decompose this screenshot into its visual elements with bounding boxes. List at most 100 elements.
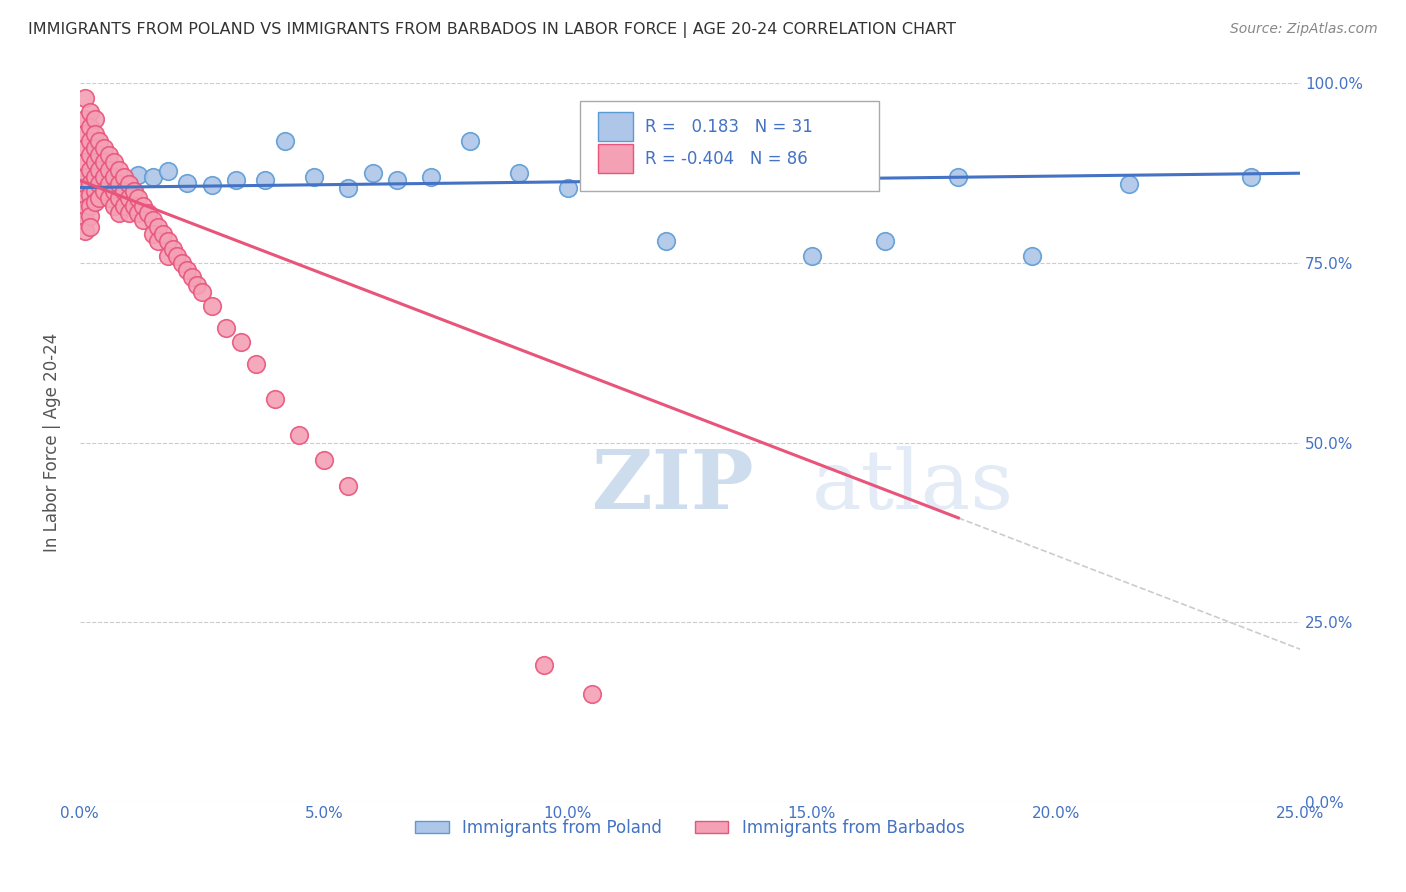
- Legend: Immigrants from Poland, Immigrants from Barbados: Immigrants from Poland, Immigrants from …: [409, 813, 972, 844]
- Point: [73, 213, 96, 227]
- Point: [127, 205, 149, 219]
- Point: [79, 177, 101, 191]
- Point: [79, 162, 101, 177]
- Point: [89, 148, 111, 162]
- Point: [156, 249, 179, 263]
- Point: [385, 173, 408, 187]
- Point: [93, 184, 115, 198]
- Point: [146, 220, 169, 235]
- Point: [312, 453, 335, 467]
- Text: R =   0.183   N = 31: R = 0.183 N = 31: [645, 118, 813, 136]
- Point: [176, 176, 198, 190]
- Point: [274, 134, 297, 148]
- Point: [73, 141, 96, 155]
- Point: [337, 180, 360, 194]
- Point: [108, 191, 131, 205]
- Point: [98, 177, 121, 191]
- Point: [176, 263, 198, 277]
- Point: [108, 177, 131, 191]
- Point: [98, 191, 121, 205]
- Point: [73, 202, 96, 216]
- Point: [73, 169, 96, 184]
- Point: [103, 198, 125, 212]
- Point: [508, 166, 530, 180]
- Point: [83, 141, 105, 155]
- Bar: [599, 112, 633, 141]
- Point: [142, 227, 165, 242]
- Point: [98, 148, 121, 162]
- Point: [162, 242, 184, 256]
- Point: [156, 164, 179, 178]
- Point: [89, 134, 111, 148]
- Point: [156, 235, 179, 249]
- Point: [420, 169, 443, 184]
- Point: [79, 169, 101, 184]
- Y-axis label: In Labor Force | Age 20-24: In Labor Force | Age 20-24: [44, 333, 60, 552]
- Point: [654, 235, 676, 249]
- Point: [337, 478, 360, 492]
- Point: [201, 178, 224, 193]
- Point: [225, 173, 247, 187]
- Point: [83, 173, 105, 187]
- Text: atlas: atlas: [811, 446, 1014, 525]
- Point: [73, 127, 96, 141]
- Point: [1118, 177, 1140, 191]
- Point: [254, 173, 277, 187]
- Point: [288, 428, 311, 442]
- Point: [581, 687, 603, 701]
- Point: [83, 169, 105, 184]
- Point: [191, 285, 214, 299]
- Point: [103, 169, 125, 184]
- Text: R = -0.404   N = 86: R = -0.404 N = 86: [645, 150, 807, 168]
- Point: [79, 220, 101, 235]
- Point: [93, 166, 115, 180]
- Point: [79, 148, 101, 162]
- Point: [132, 213, 155, 227]
- Point: [79, 105, 101, 120]
- Point: [172, 256, 194, 270]
- Point: [245, 357, 267, 371]
- Point: [1021, 249, 1043, 263]
- Point: [73, 91, 96, 105]
- Point: [83, 155, 105, 169]
- Point: [89, 177, 111, 191]
- Point: [79, 209, 101, 223]
- Point: [727, 173, 749, 187]
- Point: [142, 169, 165, 184]
- Point: [118, 178, 141, 193]
- Point: [127, 169, 149, 183]
- Point: [73, 180, 96, 194]
- Point: [73, 112, 96, 127]
- Point: [79, 134, 101, 148]
- Point: [79, 120, 101, 134]
- Point: [800, 249, 823, 263]
- Point: [112, 198, 135, 212]
- Point: [89, 162, 111, 177]
- Point: [186, 277, 208, 292]
- Point: [948, 169, 970, 184]
- Point: [533, 658, 555, 673]
- Point: [215, 320, 238, 334]
- Point: [264, 392, 287, 407]
- Point: [73, 180, 96, 194]
- Point: [103, 155, 125, 169]
- Point: [118, 191, 141, 205]
- Point: [79, 187, 101, 202]
- Point: [98, 162, 121, 177]
- Point: [73, 224, 96, 238]
- Point: [73, 191, 96, 205]
- Point: [136, 205, 159, 219]
- Point: [132, 198, 155, 212]
- Point: [118, 177, 141, 191]
- Point: [93, 169, 115, 184]
- Point: [108, 162, 131, 177]
- Point: [127, 191, 149, 205]
- Point: [557, 180, 579, 194]
- Point: [875, 235, 897, 249]
- Point: [83, 127, 105, 141]
- Point: [229, 334, 252, 349]
- Point: [302, 169, 325, 184]
- Point: [118, 205, 141, 219]
- Point: [146, 235, 169, 249]
- Point: [79, 198, 101, 212]
